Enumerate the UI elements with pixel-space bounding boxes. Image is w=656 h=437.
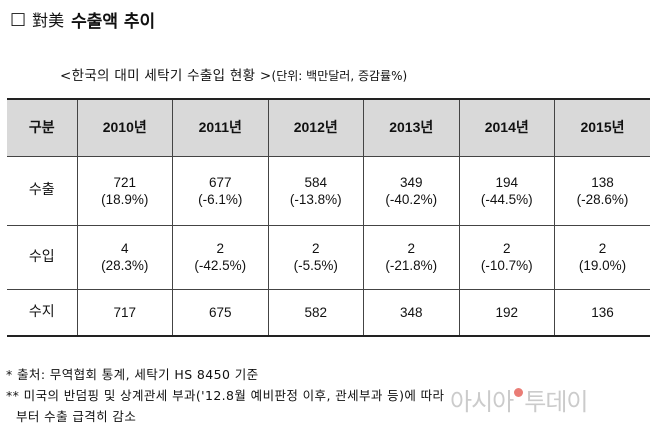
table-cell: 582 (267, 288, 364, 337)
cell-change: (-21.8%) (385, 258, 438, 273)
header-cell-2012: 2012년 (267, 98, 364, 157)
cell-value: 584 (304, 174, 328, 190)
watermark-text-start: 아시아 (450, 388, 514, 416)
heading-prefix: 對美 (32, 11, 65, 30)
cell-change: (18.9%) (101, 191, 149, 207)
cell-value: 138 (591, 174, 614, 190)
cell-change: (-5.5%) (293, 258, 338, 273)
cell-value: 2 (311, 241, 320, 256)
cell-value: 2 (216, 241, 224, 256)
cell-value: 677 (208, 174, 232, 190)
section-heading: □ 對美 수출액 추이 (10, 6, 155, 32)
table-cell: 2 (-5.5%) (267, 224, 364, 290)
header-cell-2015: 2015년 (554, 98, 650, 157)
table-cell: 192 (458, 288, 555, 337)
header-cell-2013: 2013년 (363, 98, 460, 157)
table-cell: 2 (-21.8%) (363, 224, 460, 290)
tariff-note-continued: 부터 수출 급격히 감소 (16, 409, 137, 424)
row-label: 수지 (7, 288, 78, 337)
row-label: 수출 (7, 155, 78, 226)
cell-change: (-13.8%) (289, 191, 342, 207)
header-cell-2010: 2010년 (76, 98, 173, 157)
table-cell: 194 (-44.5%) (458, 155, 555, 226)
table-row-exports: 수출 721 (18.9%) 677 (-6.1%) 584 (-13.8%) 349… (7, 155, 650, 226)
cell-value: 721 (113, 174, 137, 190)
table-cell: 348 (363, 288, 460, 337)
header-cell-2014: 2014년 (458, 98, 555, 157)
cell-change: (-40.2%) (385, 191, 438, 207)
table-row-balance: 수지 717 675 582 348 192 136 (7, 288, 650, 337)
table-row-imports: 수입 4 (28.3%) 2 (-42.5%) 2 (-5.5%) 2 (-21.8%)… (7, 224, 650, 290)
watermark-text-end: 투데이 (524, 388, 588, 416)
cell-value: 2 (407, 241, 415, 256)
cell-change: (-42.5%) (194, 258, 247, 273)
footnotes: * 출처: 무역협회 통계, 세탁기 HS 8450 기준 ** 미국의 반덤핑… (6, 364, 656, 427)
trade-table: 구분 2010년 2011년 2012년 2013년 2014년 2015년 수… (7, 98, 650, 337)
cell-change: (19.0%) (578, 258, 627, 273)
cell-change: (-44.5%) (480, 191, 533, 207)
cell-change: (-6.1%) (198, 191, 243, 207)
cell-value: 2 (502, 241, 511, 256)
table-cell: 4 (28.3%) (76, 224, 173, 290)
heading-title: 수출액 추이 (71, 11, 156, 32)
cell-value: 2 (598, 241, 607, 256)
cell-change: (-10.7%) (480, 258, 533, 273)
table-cell: 2 (-42.5%) (172, 224, 269, 290)
table-caption: <한국의 대미 세탁기 수출입 현황 >(단위: 백만달러, 증감률%) (60, 64, 650, 84)
table-cell: 677 (-6.1%) (172, 155, 269, 226)
table-caption-title: <한국의 대미 세탁기 수출입 현황 > (60, 68, 272, 84)
source-note: * 출처: 무역협회 통계, 세탁기 HS 8450 기준 (6, 367, 259, 382)
table-cell: 584 (-13.8%) (267, 155, 364, 226)
table-header-row: 구분 2010년 2011년 2012년 2013년 2014년 2015년 (7, 98, 650, 157)
cell-value: 349 (399, 174, 423, 190)
table-cell: 2 (19.0%) (554, 224, 650, 290)
table-cell: 138 (-28.6%) (554, 155, 650, 226)
table-cell: 2 (-10.7%) (458, 224, 555, 290)
table-cell: 675 (172, 288, 269, 337)
cell-value: 4 (120, 241, 129, 256)
watermark-dot-icon (514, 388, 524, 397)
table-cell: 717 (76, 288, 173, 337)
cell-value: 194 (495, 174, 519, 190)
table-cell: 349 (-40.2%) (363, 155, 460, 226)
tariff-note: ** 미국의 반덤핑 및 상계관세 부과('12.8월 예비판정 이후, 관세부… (6, 388, 445, 403)
table-cell: 136 (554, 288, 650, 337)
header-cell-category: 구분 (7, 98, 78, 157)
table-caption-unit: (단위: 백만달러, 증감률%) (271, 69, 408, 83)
cell-change: (-28.6%) (576, 191, 629, 207)
row-label: 수입 (7, 224, 78, 290)
cell-change: (28.3%) (101, 258, 149, 273)
header-cell-2011: 2011년 (172, 98, 269, 157)
table-cell: 721 (18.9%) (76, 155, 173, 226)
publisher-watermark: 아시아 투데이 (450, 382, 589, 417)
checkbox-icon: □ (10, 9, 27, 29)
